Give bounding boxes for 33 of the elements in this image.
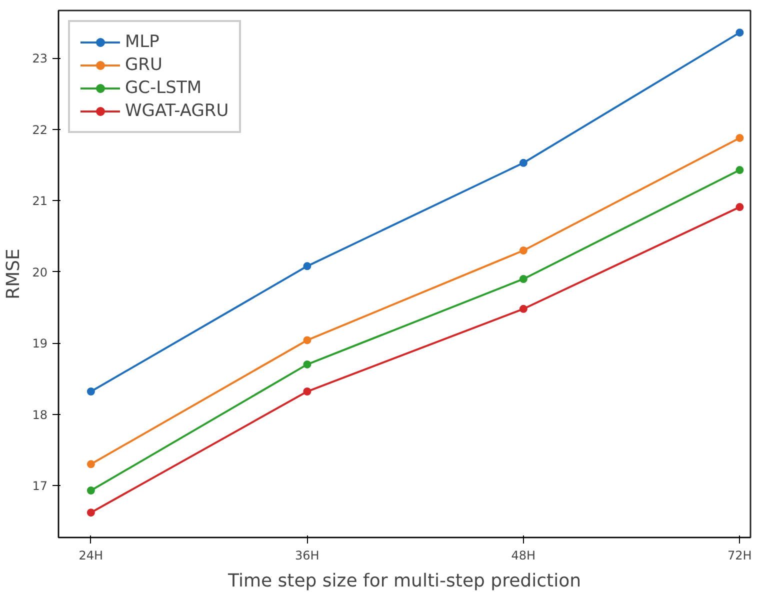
y-tick-label: 22 xyxy=(32,122,48,137)
point xyxy=(86,508,95,517)
y-tick-label: 17 xyxy=(32,479,48,494)
x-tick-label: 36H xyxy=(295,548,320,562)
point xyxy=(736,166,744,174)
y-tick-label: 19 xyxy=(32,336,48,351)
y-tick-label: 21 xyxy=(32,194,48,208)
point xyxy=(86,486,95,494)
point xyxy=(303,388,312,396)
point xyxy=(736,134,744,142)
point xyxy=(519,304,528,313)
point xyxy=(303,262,312,270)
x-tick-label: 72H xyxy=(728,548,752,562)
y-axis-title: RMSE xyxy=(3,248,24,300)
x-axis-title: Time step size for multi-step prediction xyxy=(227,570,582,592)
point xyxy=(519,158,528,167)
x-tick-label: 24H xyxy=(78,548,104,562)
legend-label: WGAT-AGRU xyxy=(125,101,229,121)
x-tick-label: 48H xyxy=(511,548,536,562)
y-tick-label: 23 xyxy=(32,52,48,66)
point xyxy=(86,388,95,396)
point xyxy=(519,246,528,254)
legend-label: GRU xyxy=(125,55,162,75)
legend-label: GC-LSTM xyxy=(125,78,202,98)
y-tick-label: 18 xyxy=(32,408,48,422)
point xyxy=(303,360,312,368)
point xyxy=(303,336,312,344)
legend-label: MLP xyxy=(125,32,160,52)
point xyxy=(736,203,744,212)
point xyxy=(519,274,528,283)
y-tick-label: 20 xyxy=(32,265,48,280)
point xyxy=(736,28,744,37)
point xyxy=(86,460,95,468)
